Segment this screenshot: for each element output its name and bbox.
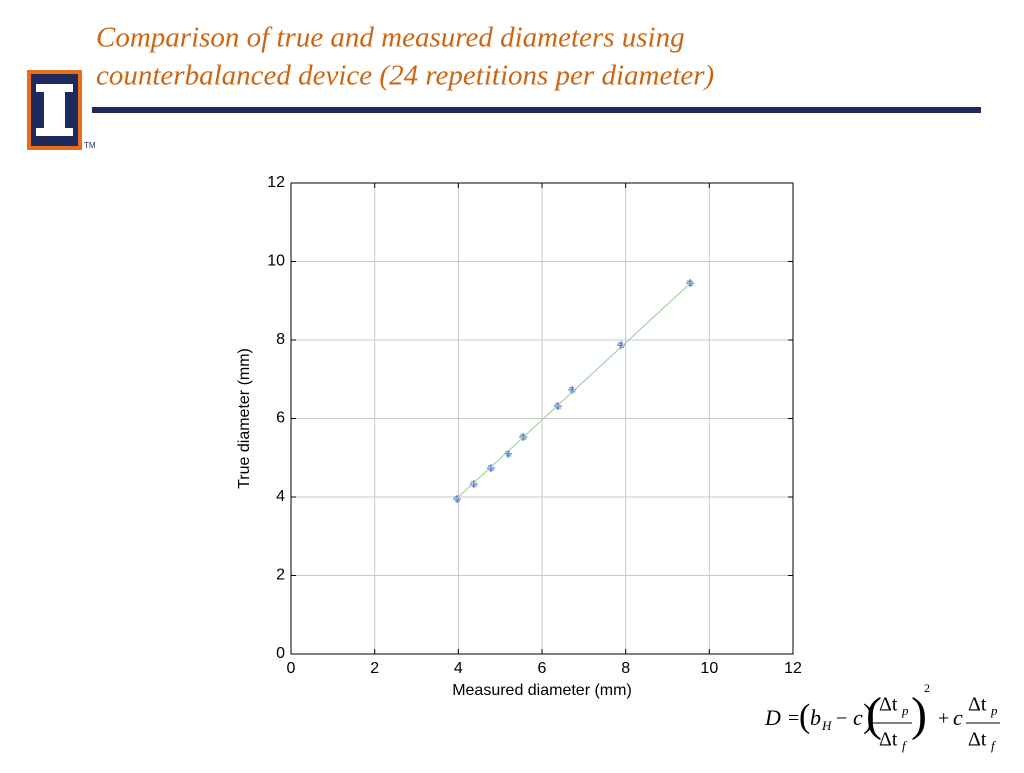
data-point <box>617 341 626 350</box>
formula-token: H <box>821 718 832 733</box>
y-axis-label: True diameter (mm) <box>236 348 253 489</box>
data-point <box>568 385 577 394</box>
formula-token: c <box>953 705 963 730</box>
formula-token: = <box>788 708 799 730</box>
formula-token: − <box>836 708 847 730</box>
data-point <box>486 463 495 472</box>
formula-token: p <box>901 703 909 718</box>
logo-mark: TM <box>84 141 96 150</box>
formula-token: f <box>991 738 997 753</box>
title-line: Comparison of true and measured diameter… <box>96 22 685 54</box>
plot-frame <box>290 182 794 655</box>
x-tick-label: 6 <box>538 660 547 677</box>
y-tick-label: 12 <box>267 174 285 191</box>
formula-token: Δt <box>968 729 987 751</box>
x-tick-label: 0 <box>287 660 296 677</box>
formula-token: ) <box>863 698 874 735</box>
header-rule <box>92 107 981 113</box>
y-tick-label: 10 <box>267 253 285 270</box>
x-tick-label: 2 <box>370 660 379 677</box>
formula-token: 2 <box>924 681 930 695</box>
formula-token: f <box>902 738 908 753</box>
logo <box>27 70 82 150</box>
y-tick-label: 0 <box>276 645 285 662</box>
formula-token: ( <box>866 688 882 741</box>
formula-token: Δt <box>879 694 898 716</box>
formula-token: Δt <box>968 694 987 716</box>
y-tick-label: 2 <box>276 567 285 584</box>
fit-line <box>454 280 693 501</box>
formula-token: p <box>990 703 998 718</box>
y-tick-label: 6 <box>276 410 285 427</box>
x-tick-label: 12 <box>784 660 802 677</box>
formula-token: D <box>764 705 781 730</box>
formula-token: ) <box>911 688 927 741</box>
data-point <box>504 449 513 458</box>
data-point <box>469 480 478 489</box>
y-tick-label: 4 <box>276 488 285 505</box>
x-tick-label: 8 <box>621 660 630 677</box>
data-point <box>453 494 462 503</box>
x-axis-label: Measured diameter (mm) <box>452 682 632 699</box>
x-tick-label: 10 <box>700 660 718 677</box>
formula-token: Δt <box>879 729 898 751</box>
title-line: counterbalanced device (24 repetitions p… <box>96 60 714 92</box>
x-tick-label: 4 <box>454 660 463 677</box>
formula-token: + <box>938 708 949 730</box>
y-tick-label: 8 <box>276 331 285 348</box>
formula-token: b <box>810 705 821 730</box>
formula-token: ( <box>799 698 810 735</box>
formula-token: c <box>853 705 863 730</box>
